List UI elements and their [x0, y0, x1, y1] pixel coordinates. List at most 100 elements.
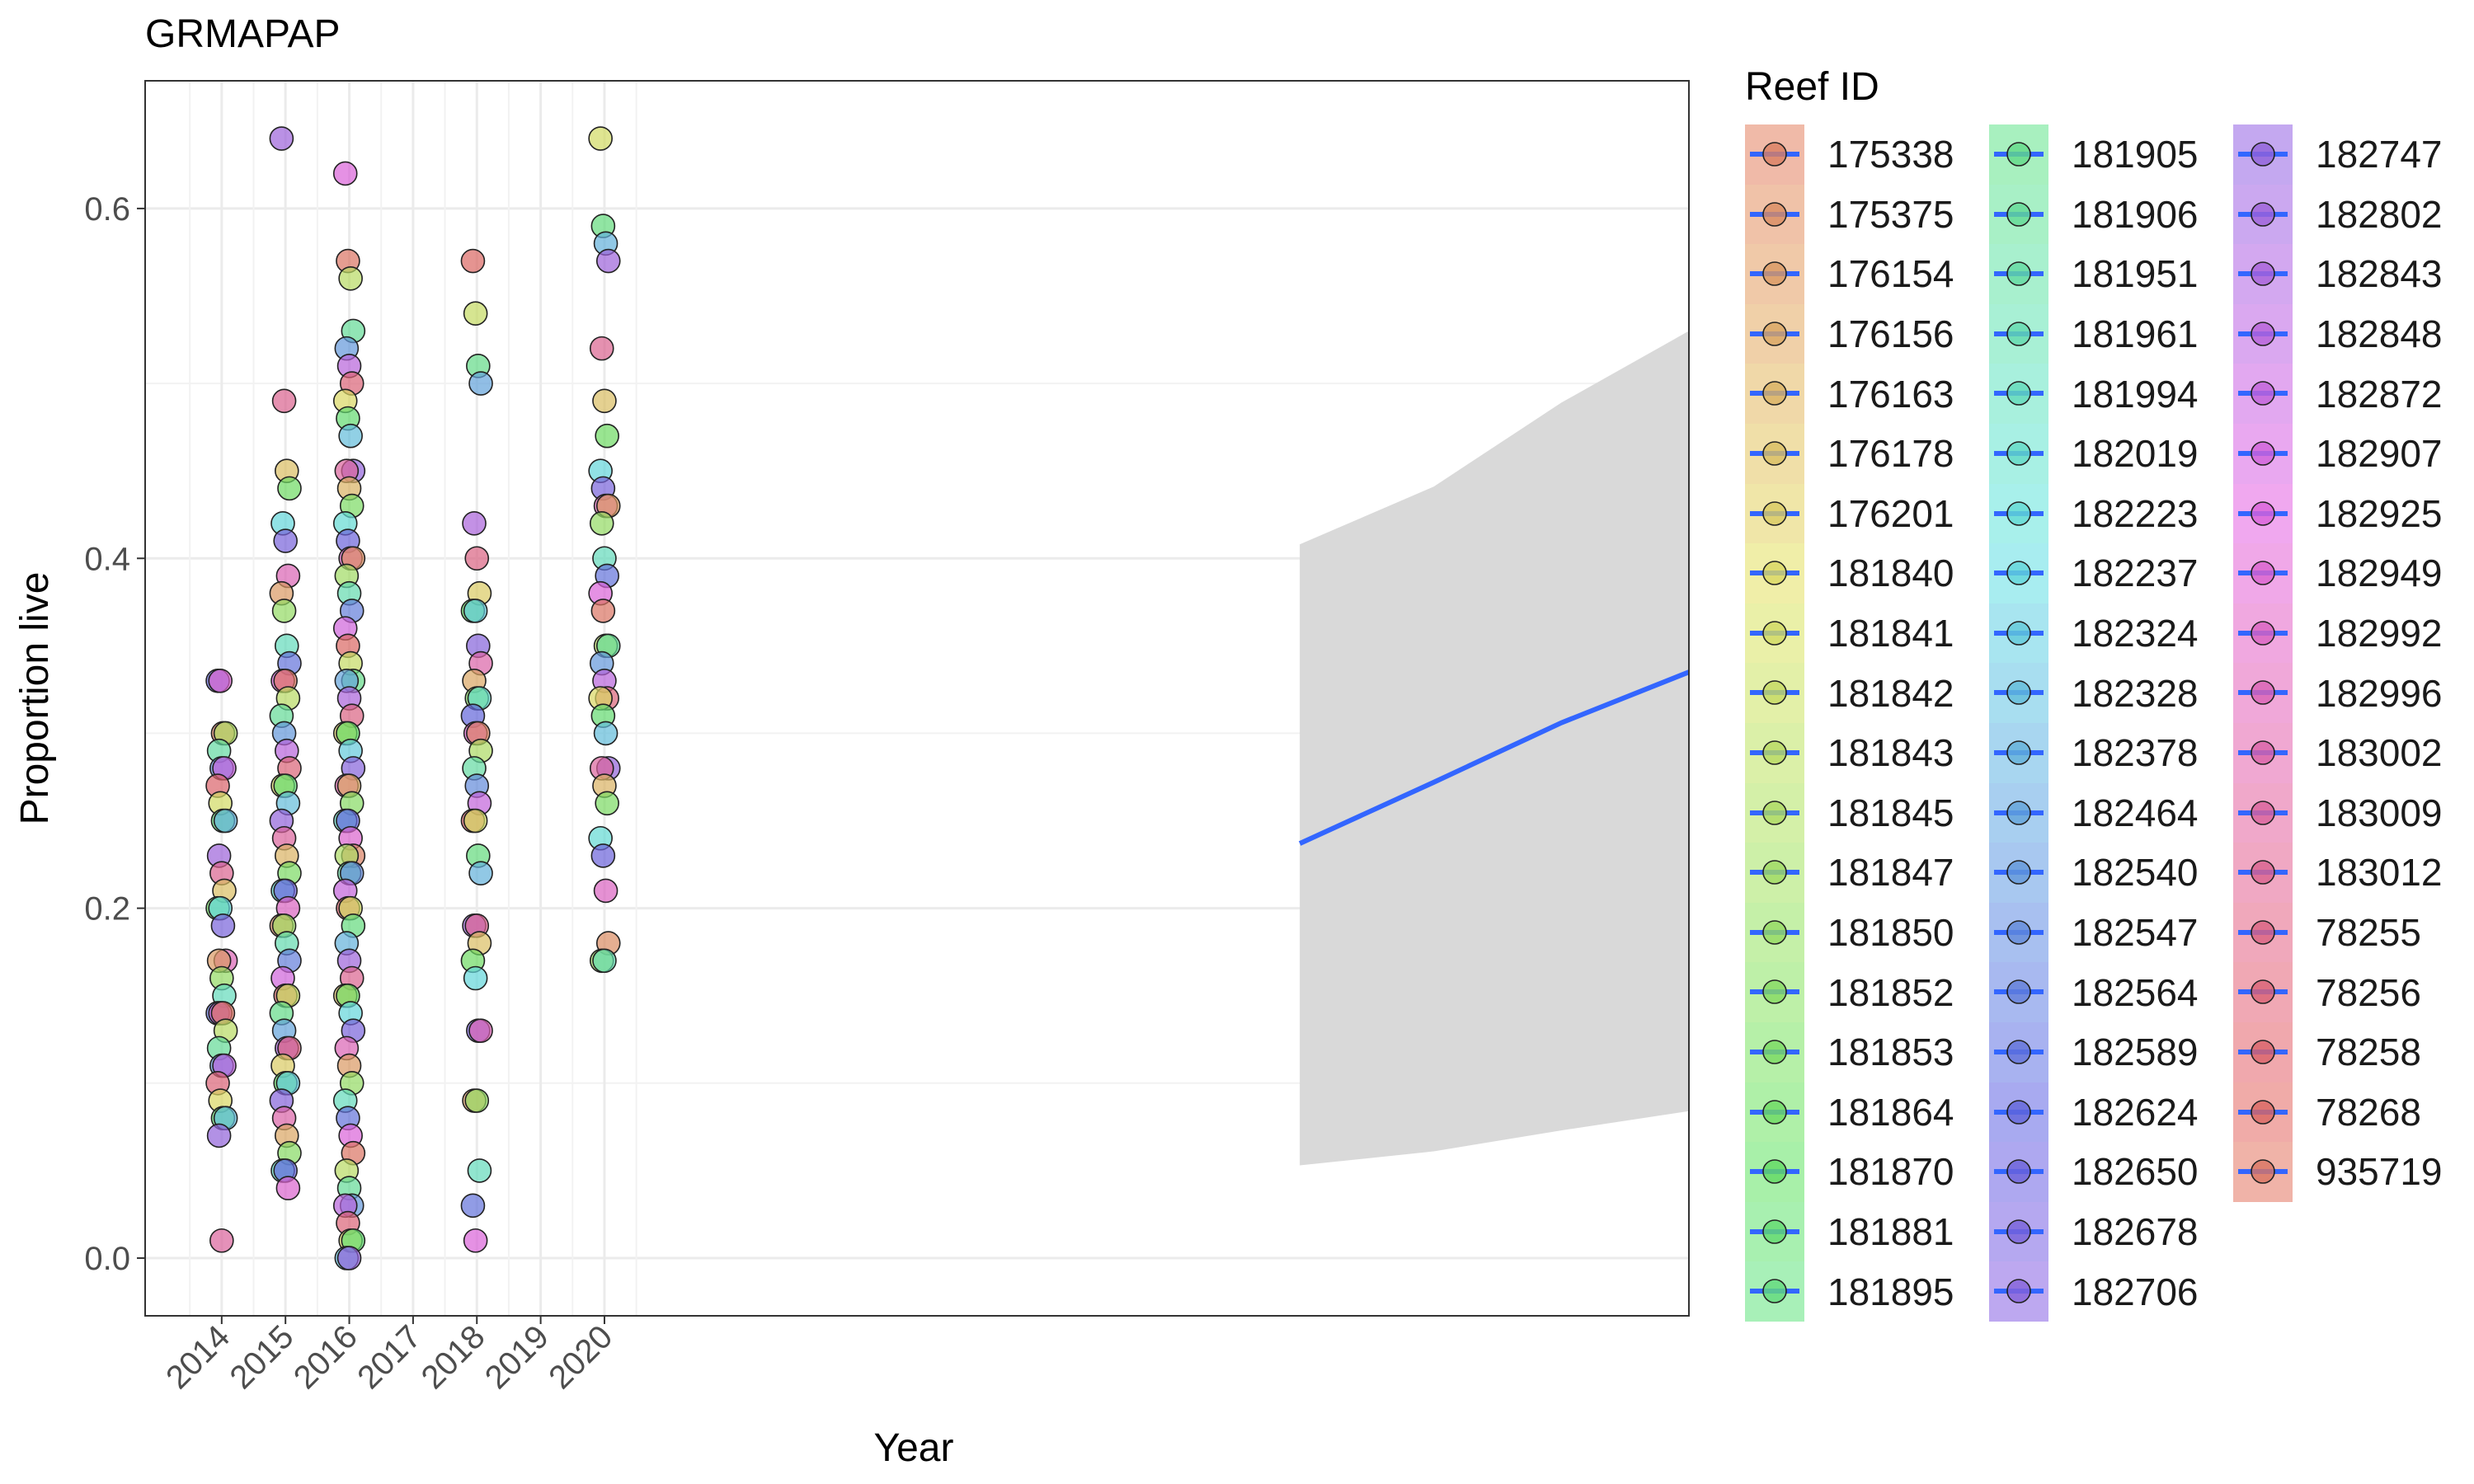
legend: Reef ID 175338 175375 176154 176156 176163 17…	[1745, 64, 2474, 1322]
legend-key-icon	[1989, 423, 2048, 484]
legend-key	[2233, 483, 2293, 544]
legend-item: 182019	[1989, 423, 2233, 484]
legend-key-icon	[1745, 483, 1804, 544]
legend-key-icon	[1745, 1201, 1804, 1262]
legend-key-icon	[1989, 543, 2048, 604]
legend-key	[2233, 843, 2293, 904]
legend-key	[1745, 1261, 1804, 1322]
legend-item: 182949	[2233, 543, 2474, 604]
legend-key-icon	[1745, 603, 1804, 664]
data-point	[332, 161, 358, 186]
legend-item: 182996	[2233, 663, 2474, 724]
legend-label: 181847	[1827, 851, 1954, 895]
y-tick-label: 0.6	[84, 191, 130, 228]
legend-key	[2233, 603, 2293, 664]
data-point	[210, 913, 236, 938]
legend-key-icon	[1745, 663, 1804, 724]
legend-item: 182324	[1989, 603, 2233, 664]
legend-title: Reef ID	[1745, 65, 1879, 109]
legend-label: 181905	[2072, 133, 2199, 176]
legend-key	[1989, 1261, 2048, 1322]
data-point	[463, 965, 488, 991]
legend-label: 182872	[2316, 372, 2443, 416]
data-point	[467, 1158, 492, 1183]
legend-key	[2233, 124, 2293, 185]
legend-key	[2233, 1142, 2293, 1203]
legend-key-icon	[1989, 1201, 2048, 1262]
data-point	[269, 126, 294, 151]
legend-key	[1989, 1082, 2048, 1143]
x-axis-label: Year	[874, 1426, 954, 1470]
legend-label: 181853	[1827, 1031, 1954, 1074]
legend-label: 182237	[2072, 552, 2199, 595]
legend-key	[2233, 722, 2293, 783]
legend-key	[1745, 124, 1804, 185]
legend-key-icon	[1745, 722, 1804, 783]
legend-key-icon	[1745, 782, 1804, 843]
legend-key-icon	[2233, 603, 2293, 664]
legend-key-icon	[1745, 962, 1804, 1023]
legend-item: 181895	[1745, 1261, 1989, 1322]
legend-item: 182237	[1989, 543, 2233, 604]
chart-title: GRMAPAP	[145, 12, 341, 56]
legend-item: 182540	[1989, 843, 2233, 904]
legend-label: 78268	[2316, 1090, 2421, 1134]
data-point	[271, 599, 297, 623]
ribbon-area	[1300, 331, 1689, 1166]
data-point	[338, 265, 363, 291]
legend-item: 182589	[1989, 1021, 2233, 1082]
legend-label: 183002	[2316, 731, 2443, 775]
data-point	[336, 1246, 362, 1270]
x-tick-label: 2015	[223, 1318, 301, 1396]
legend-item: 182802	[2233, 184, 2474, 245]
legend-item: 181841	[1745, 603, 1989, 664]
legend-key	[1745, 1201, 1804, 1262]
legend-key-icon	[1989, 722, 2048, 783]
legend-label: 181840	[1827, 552, 1954, 595]
legend-item: 183009	[2233, 782, 2474, 843]
legend-label: 176163	[1827, 372, 1954, 416]
legend-key-icon	[2233, 843, 2293, 904]
legend-key-icon	[1745, 364, 1804, 425]
legend-item: 78256	[2233, 962, 2474, 1023]
legend-key-icon	[1989, 1021, 2048, 1082]
legend-key	[1989, 603, 2048, 664]
legend-key-icon	[1989, 843, 2048, 904]
y-axis-label: Proportion live	[13, 572, 57, 825]
data-point	[468, 861, 493, 885]
legend-key-icon	[1989, 483, 2048, 544]
legend-item: 78268	[2233, 1082, 2474, 1143]
legend-label: 182802	[2316, 192, 2443, 236]
legend-key	[2233, 543, 2293, 604]
data-point	[595, 248, 621, 274]
data-point	[460, 1193, 486, 1219]
legend-key-icon	[1989, 124, 2048, 185]
legend-key	[1745, 244, 1804, 305]
legend-item: 182747	[2233, 124, 2474, 185]
legend-label: 176156	[1827, 312, 1954, 356]
legend-key	[1745, 543, 1804, 604]
legend-key-icon	[1745, 1261, 1804, 1322]
legend-label: 181870	[1827, 1150, 1954, 1194]
legend-label: 182843	[2316, 252, 2443, 296]
legend-key	[1745, 902, 1804, 963]
y-tick-label: 0.2	[84, 891, 130, 928]
legend-item: 182564	[1989, 962, 2233, 1023]
legend-label: 175338	[1827, 133, 1954, 176]
legend-item: 182992	[2233, 603, 2474, 664]
data-point	[271, 388, 297, 414]
legend-key-icon	[1989, 782, 2048, 843]
legend-label: 182547	[2072, 911, 2199, 955]
data-point	[592, 388, 617, 414]
legend-item: 182624	[1989, 1082, 2233, 1143]
data-point	[593, 878, 618, 904]
legend-label: 181850	[1827, 911, 1954, 955]
legend-key	[1989, 303, 2048, 364]
legend-label: 182907	[2316, 432, 2443, 476]
legend-key	[1989, 483, 2048, 544]
x-tick-label: 2014	[159, 1318, 237, 1396]
legend-key-icon	[1989, 962, 2048, 1023]
legend-item: 182843	[2233, 244, 2474, 305]
legend-key	[1989, 782, 2048, 843]
legend-item: 176154	[1745, 244, 1989, 305]
